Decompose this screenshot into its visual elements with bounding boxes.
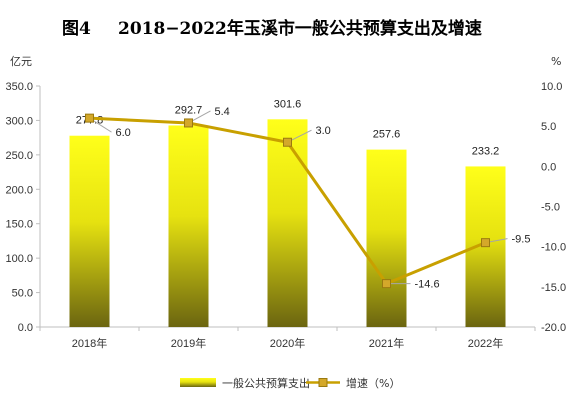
left-tick-label: 0.0 bbox=[18, 322, 33, 334]
legend-bar-swatch bbox=[180, 378, 216, 387]
legend-line-label: 增速（%） bbox=[346, 376, 400, 390]
bar-value-label: 292.7 bbox=[175, 104, 203, 116]
legend-bar-label: 一般公共预算支出 bbox=[222, 376, 310, 390]
figure-number: 图4 bbox=[62, 19, 91, 39]
line-series: 6.0 5.4 3.0 -14.6 -9.5 bbox=[85, 106, 531, 291]
legend: 一般公共预算支出 增速（%） bbox=[180, 376, 400, 390]
line-marker bbox=[85, 113, 94, 123]
category-label: 2022年 bbox=[468, 336, 503, 350]
right-tick-label: -5.0 bbox=[541, 202, 560, 214]
left-tick-labels: 0.0 50.0 100.0 150.0 200.0 250.0 300.0 350.0 bbox=[5, 81, 40, 334]
line-value-label: 5.4 bbox=[215, 106, 230, 118]
bar-value-label: 233.2 bbox=[472, 145, 500, 157]
bar-value-label: 257.6 bbox=[373, 129, 401, 141]
right-tick-label: 0.0 bbox=[541, 161, 556, 173]
left-axis-unit: 亿元 bbox=[10, 55, 32, 68]
category-label: 2021年 bbox=[369, 336, 404, 350]
bar bbox=[366, 149, 407, 327]
right-tick-label: -20.0 bbox=[541, 322, 566, 334]
line-value-label: 3.0 bbox=[316, 125, 331, 137]
category-label: 2018年 bbox=[72, 336, 107, 350]
bar bbox=[267, 119, 308, 327]
left-tick-label: 100.0 bbox=[5, 253, 33, 265]
right-tick-labels: 10.0 5.0 0.0 -5.0 -10.0 -15.0 -20.0 bbox=[541, 81, 566, 334]
chart-title: 2018−2022年玉溪市一般公共预算支出及增速 bbox=[118, 18, 482, 39]
right-tick-label: 10.0 bbox=[541, 81, 562, 93]
left-tick-label: 300.0 bbox=[5, 115, 33, 127]
left-tick-label: 50.0 bbox=[12, 288, 33, 300]
right-tick-label: -15.0 bbox=[541, 282, 566, 294]
left-tick-label: 250.0 bbox=[5, 150, 33, 162]
left-tick-label: 350.0 bbox=[5, 81, 33, 93]
right-tick-label: 5.0 bbox=[541, 121, 556, 133]
line-marker bbox=[481, 238, 490, 248]
right-tick-label: -10.0 bbox=[541, 242, 566, 254]
line-value-label: -14.6 bbox=[415, 279, 440, 291]
line-value-label: -9.5 bbox=[512, 234, 531, 246]
left-tick-label: 150.0 bbox=[5, 219, 33, 231]
bar bbox=[69, 135, 110, 327]
line-value-label: 6.0 bbox=[116, 127, 131, 139]
bar bbox=[168, 125, 209, 327]
category-label: 2019年 bbox=[171, 336, 206, 350]
left-tick-label: 200.0 bbox=[5, 184, 33, 196]
line-marker bbox=[283, 137, 292, 147]
category-label: 2020年 bbox=[270, 336, 305, 350]
line-marker bbox=[382, 279, 391, 289]
bar-value-label: 301.6 bbox=[274, 98, 302, 110]
right-axis-unit: % bbox=[551, 55, 561, 68]
legend-line-marker bbox=[318, 378, 328, 387]
category-labels: 2018年 2019年 2020年 2021年 2022年 bbox=[39, 327, 536, 350]
line-marker bbox=[184, 118, 193, 128]
